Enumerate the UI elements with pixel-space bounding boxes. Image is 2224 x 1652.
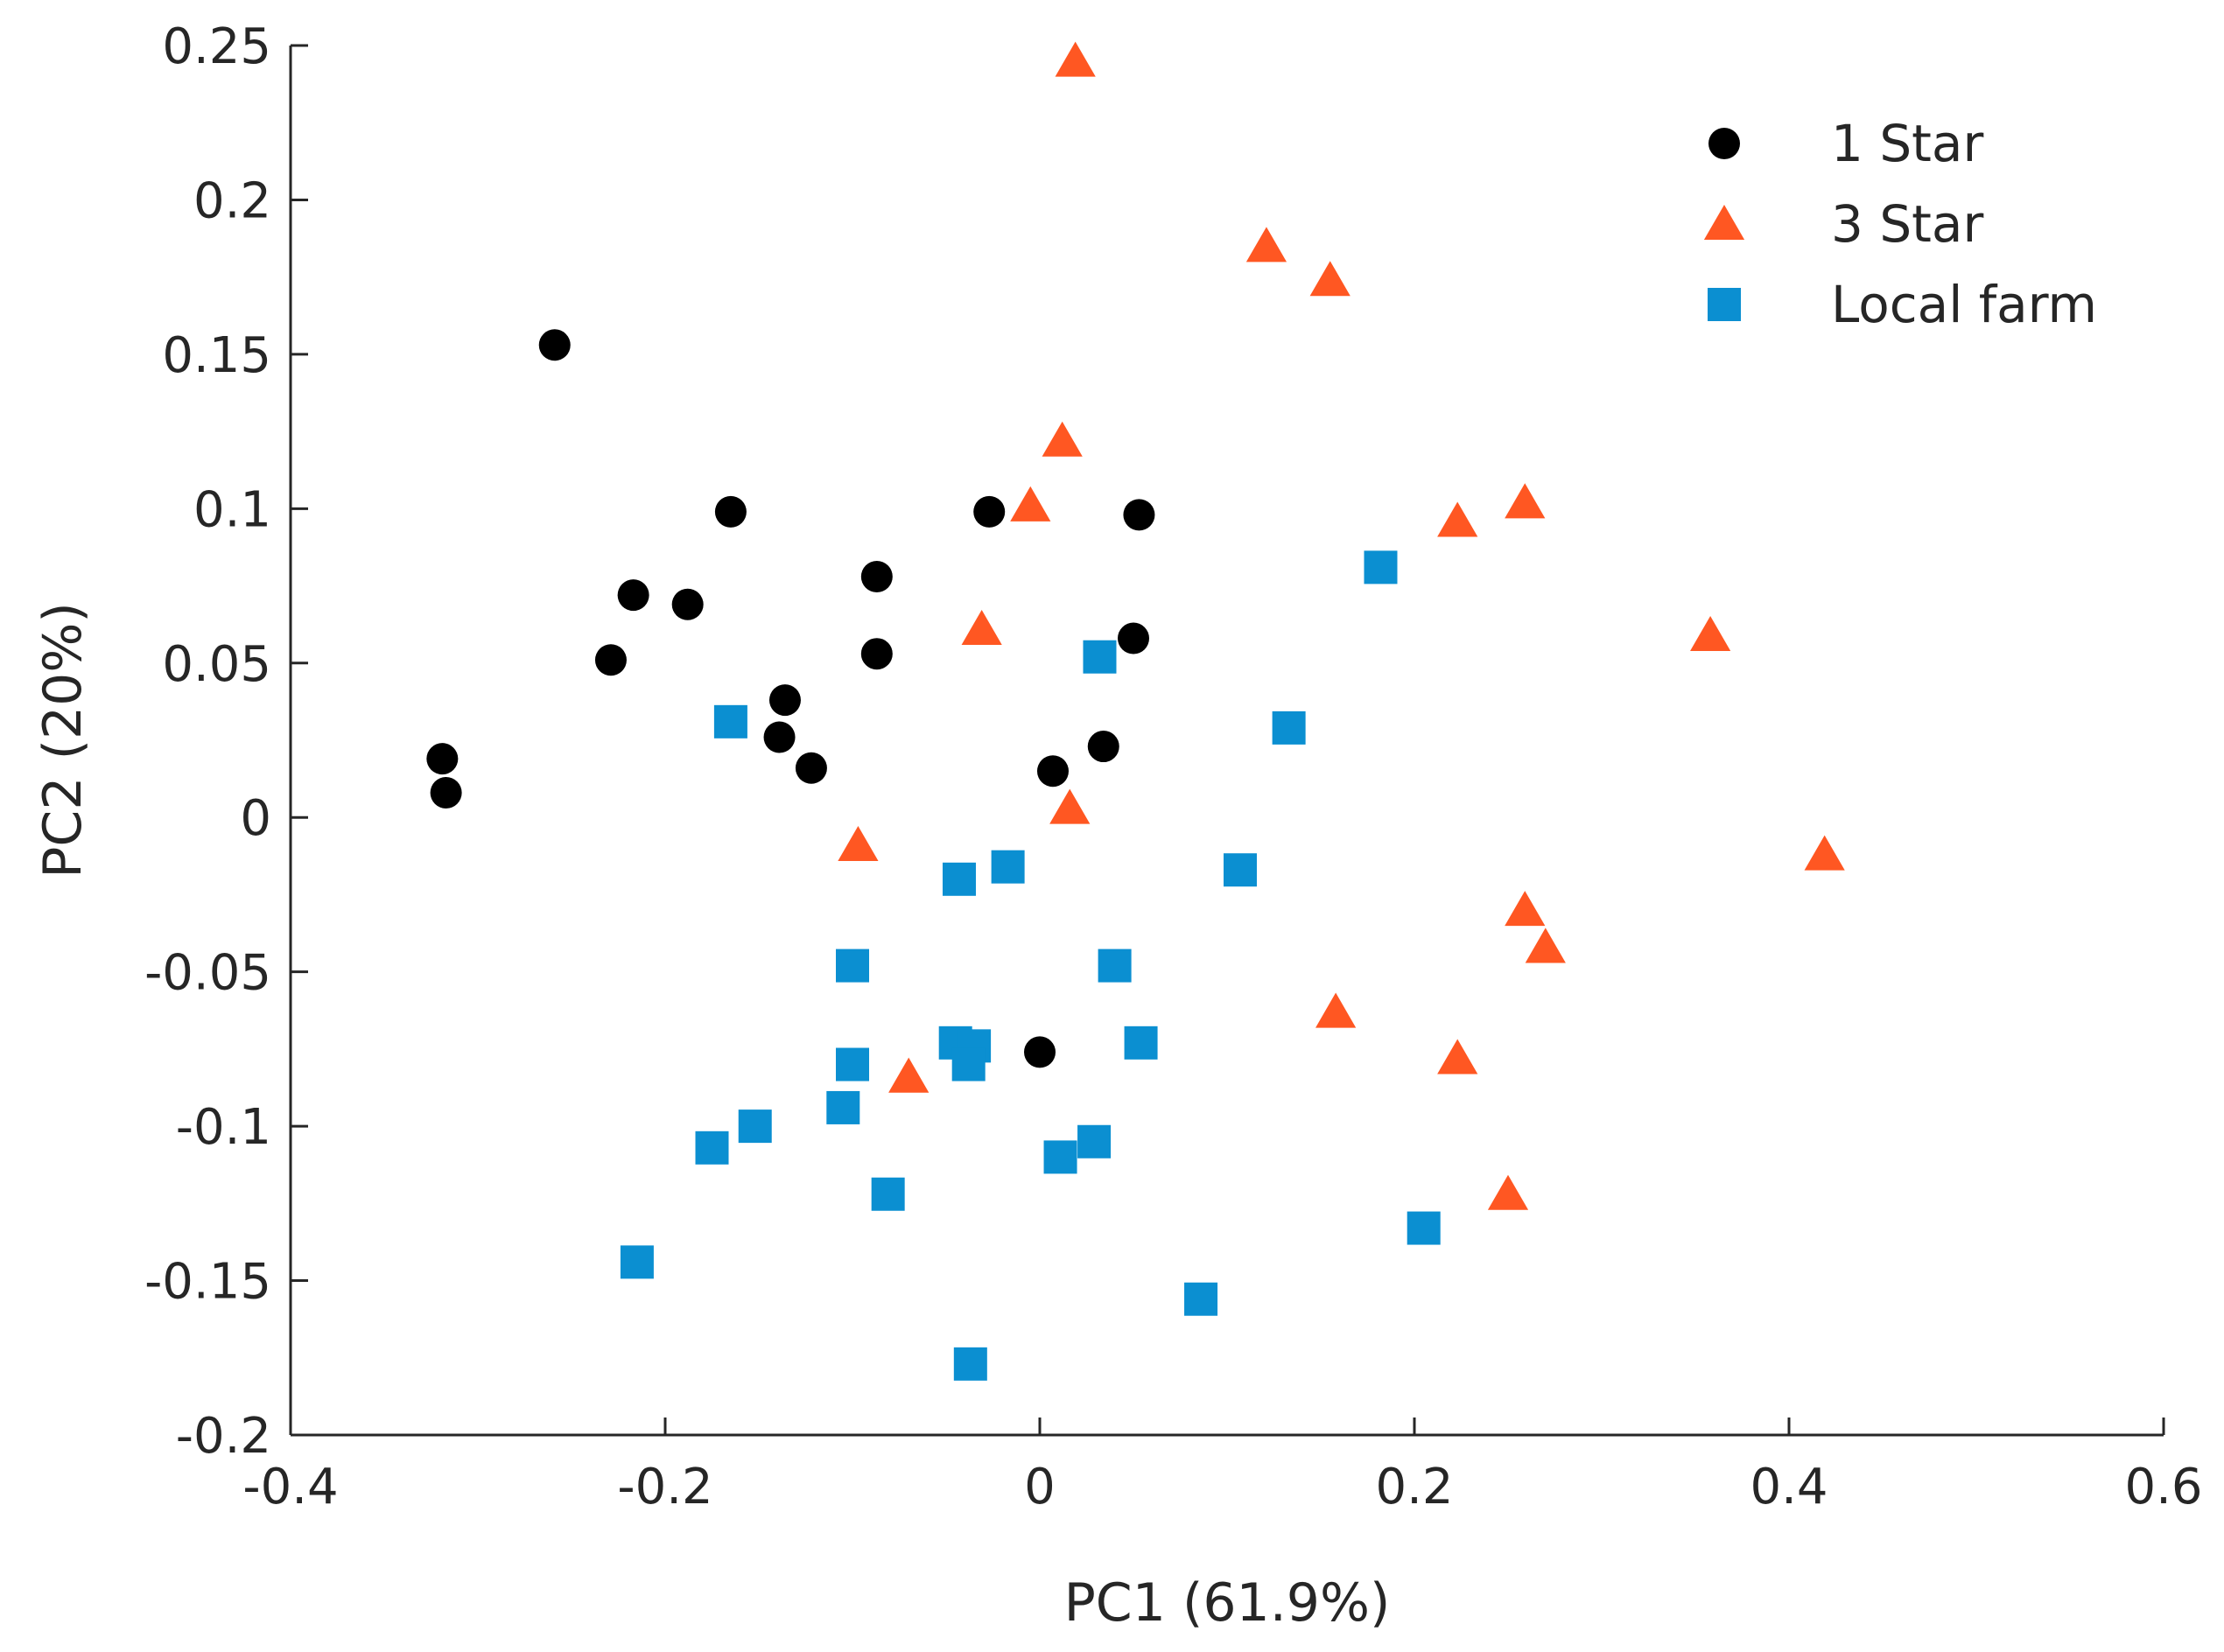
data-point <box>671 588 704 620</box>
data-point <box>1407 1211 1441 1245</box>
data-point <box>860 638 893 670</box>
x-ticks: -0.4 -0.2 0 0.2 0.4 0.6 <box>242 1418 2203 1516</box>
data-point <box>763 721 796 753</box>
data-point <box>695 1130 729 1165</box>
data-point <box>617 579 649 612</box>
data-point <box>1487 1174 1529 1210</box>
legend-marker <box>1708 288 1741 321</box>
series-local-farm <box>620 550 1441 1381</box>
data-point <box>1364 550 1398 584</box>
data-point <box>1272 710 1306 745</box>
data-point <box>538 329 571 361</box>
data-point <box>1010 486 1051 522</box>
legend-label: Local farm <box>1831 275 2097 334</box>
data-point <box>1437 501 1478 537</box>
data-point <box>1118 622 1149 654</box>
y-tick-label: -0.15 <box>144 1254 271 1311</box>
y-tick-label: 0.05 <box>162 636 271 693</box>
data-point <box>836 948 869 983</box>
data-point <box>888 1057 930 1093</box>
data-point <box>1505 483 1546 519</box>
data-point <box>1123 499 1155 531</box>
data-point <box>714 495 747 528</box>
data-point <box>1083 640 1117 674</box>
y-tick-label: 0.15 <box>162 327 271 384</box>
data-point <box>1315 992 1357 1028</box>
legend-marker <box>1703 205 1745 241</box>
data-point <box>991 850 1025 884</box>
data-point <box>1042 421 1083 457</box>
data-point <box>795 752 827 784</box>
x-tick-label: 0 <box>1024 1459 1056 1516</box>
y-tick-label: 0.1 <box>193 481 271 538</box>
data-point <box>1223 853 1257 887</box>
data-point <box>871 1177 905 1211</box>
y-tick-label: 0 <box>240 790 271 847</box>
data-point <box>738 1110 772 1144</box>
data-point <box>1245 227 1287 262</box>
y-tick-label: -0.05 <box>144 945 271 1002</box>
x-tick-label: -0.4 <box>242 1459 338 1516</box>
legend-label: 1 Star <box>1831 114 1983 173</box>
data-point <box>426 743 459 775</box>
legend-marker <box>1708 128 1740 159</box>
data-point <box>1309 261 1351 297</box>
y-ticks: -0.2 -0.15 -0.1 -0.05 0 0.05 0.1 0.15 0.2 0.25 <box>144 18 308 1465</box>
y-tick-label: 0.25 <box>162 18 271 75</box>
data-point <box>1184 1282 1218 1316</box>
y-tick-label: -0.1 <box>176 1099 271 1156</box>
data-point <box>594 644 627 676</box>
data-point <box>768 684 801 717</box>
data-point <box>713 704 747 738</box>
data-point <box>1024 1036 1056 1068</box>
data-point <box>973 495 1006 528</box>
data-point <box>1098 948 1132 983</box>
data-point <box>1043 1140 1077 1174</box>
series-1-star <box>426 329 1155 1068</box>
series-3-star <box>838 41 1845 1210</box>
data-point <box>838 825 879 862</box>
axes <box>289 46 2164 1437</box>
data-point <box>1804 835 1845 871</box>
data-point <box>620 1245 654 1279</box>
legend: 1 Star 3 Star Local farm <box>1703 114 2097 334</box>
data-point <box>1036 755 1069 788</box>
y-axis-label: PC2 (20%) <box>32 602 94 878</box>
x-tick-label: -0.2 <box>617 1459 712 1516</box>
data-point <box>1690 616 1731 652</box>
data-point <box>860 560 893 592</box>
x-axis-label: PC1 (61.9%) <box>1064 1572 1391 1634</box>
x-tick-label: 0.4 <box>1750 1459 1828 1516</box>
y-tick-label: 0.2 <box>193 172 271 229</box>
data-point <box>1077 1124 1112 1158</box>
data-points <box>426 41 1845 1381</box>
data-point <box>1525 928 1566 963</box>
data-point <box>942 862 976 896</box>
data-point <box>1049 788 1091 824</box>
data-point <box>1505 891 1546 927</box>
x-tick-label: 0.2 <box>1375 1459 1453 1516</box>
data-point <box>836 1047 869 1082</box>
data-point <box>1437 1039 1478 1074</box>
data-point <box>1124 1026 1158 1060</box>
data-point <box>953 1347 987 1381</box>
legend-label: 3 Star <box>1831 194 1983 254</box>
y-tick-label: -0.2 <box>176 1408 271 1465</box>
data-point <box>1087 731 1119 763</box>
data-point <box>1055 41 1096 77</box>
data-point <box>826 1090 860 1124</box>
data-point <box>951 1047 986 1082</box>
x-tick-label: 0.6 <box>2124 1459 2202 1516</box>
data-point <box>961 609 1002 645</box>
data-point <box>430 776 462 808</box>
